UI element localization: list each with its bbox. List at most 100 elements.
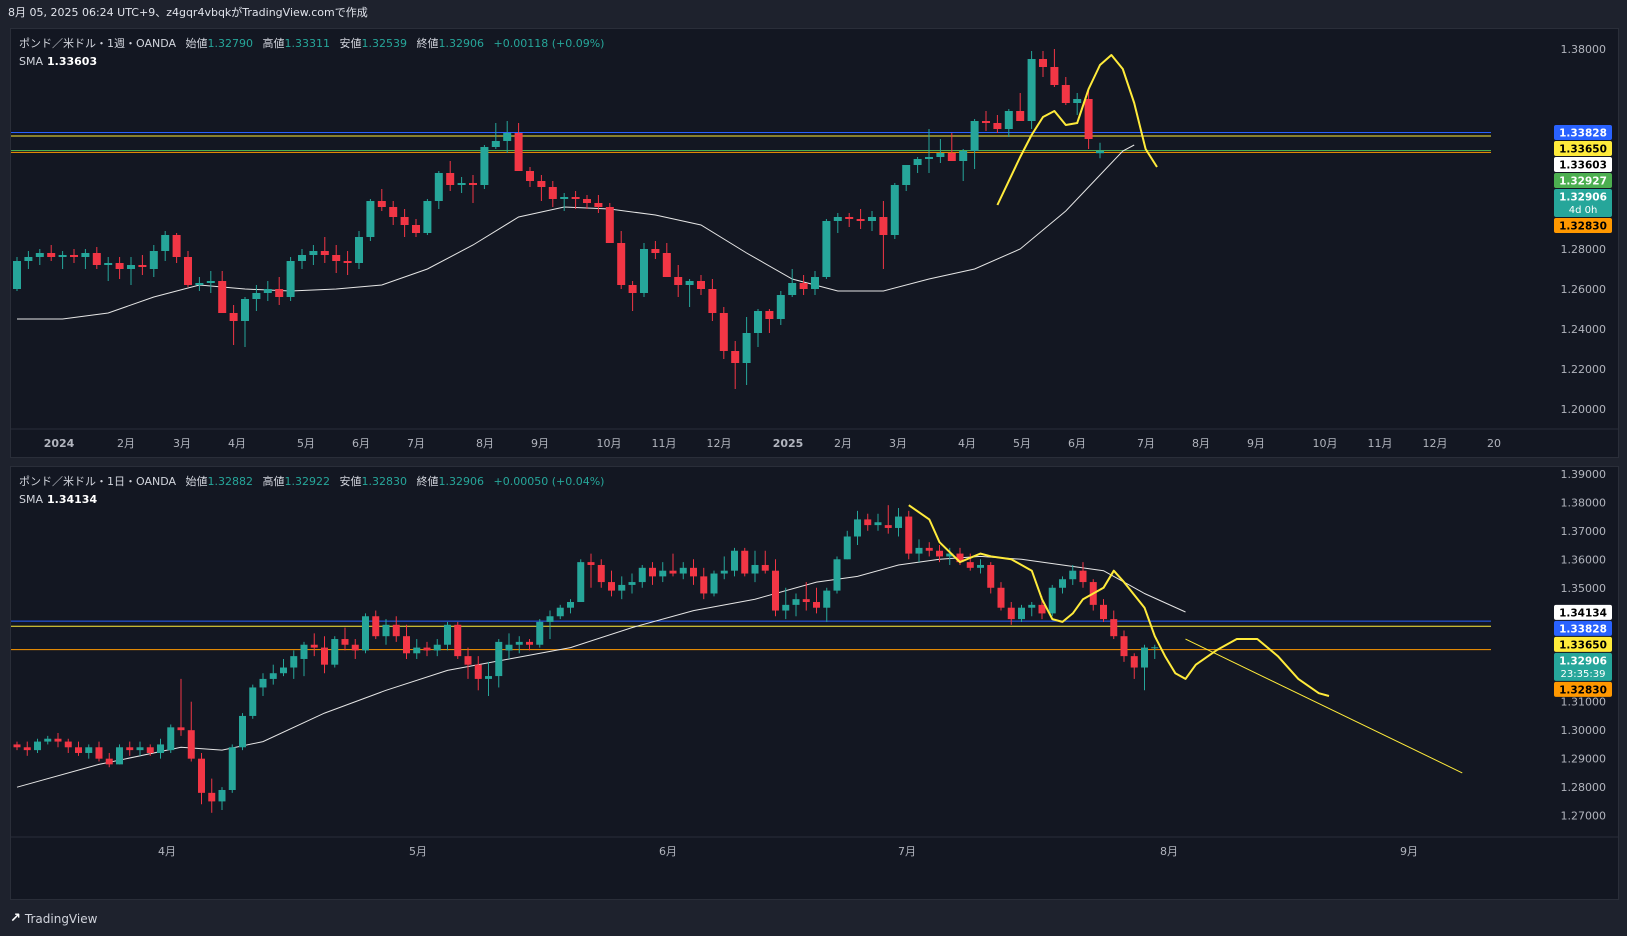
weekly-chart-panel[interactable]: ポンド／米ドル・1週・OANDA 始値1.32790 高値1.33311 安値1… [10, 28, 1619, 458]
daily-candlestick-chart[interactable]: 1.39000 1.38000 1.37000 1.36000 1.35000 1.310… [11, 467, 1618, 899]
weekly-candle [81, 249, 90, 269]
weekly-candle-body [993, 123, 1002, 129]
weekly-x-tick-label: 4月 [958, 437, 976, 450]
weekly-candle-body [195, 283, 204, 285]
daily-candle-body [208, 792, 216, 802]
daily-candle [649, 562, 656, 585]
weekly-price-label-1: 1.33650 [1554, 140, 1612, 156]
daily-candle [1130, 653, 1138, 679]
weekly-candle-body [1050, 67, 1059, 85]
daily-candle [177, 678, 185, 736]
weekly-candle [959, 149, 968, 181]
daily-candle [362, 613, 369, 654]
daily-candle [741, 547, 749, 577]
daily-candle-body [1018, 607, 1025, 620]
daily-high: 1.32922 [284, 475, 331, 488]
daily-candle-body [597, 564, 605, 583]
daily-sma-label[interactable]: SMA [19, 493, 43, 506]
weekly-candle [343, 251, 352, 275]
daily-candle-body [269, 673, 277, 679]
weekly-candle-body [412, 225, 420, 233]
daily-candle-body [833, 559, 841, 591]
daily-chart-panel[interactable]: ポンド／米ドル・1日・OANDA 始値1.32882 高値1.32922 安値1… [10, 466, 1619, 900]
weekly-candle [423, 199, 432, 235]
daily-candle-body [772, 570, 779, 611]
weekly-candle-body [104, 263, 113, 265]
daily-candle [669, 553, 677, 577]
weekly-y-tick-label: 1.38000 [1561, 43, 1607, 56]
daily-candle [310, 633, 318, 657]
daily-close: 1.32906 [438, 475, 485, 488]
weekly-candle [172, 233, 181, 263]
weekly-candle [594, 195, 603, 213]
daily-candle [300, 641, 308, 677]
weekly-candle [1073, 93, 1082, 115]
daily-candle-body [515, 641, 523, 645]
weekly-y-tick-label: 1.26000 [1561, 283, 1607, 296]
tradingview-logo-icon[interactable]: ↗︎ [10, 911, 21, 926]
daily-candle-body [659, 570, 667, 577]
weekly-candle-body [708, 289, 717, 313]
weekly-candle [970, 119, 979, 169]
daily-y-tick-label: 1.39000 [1561, 468, 1607, 481]
weekly-candle-body [149, 251, 158, 269]
weekly-y-tick-label: 1.24000 [1561, 323, 1607, 336]
weekly-candle [560, 193, 569, 211]
daily-candle-body [116, 747, 123, 765]
weekly-candle [252, 285, 261, 311]
weekly-candle-body [469, 183, 477, 185]
weekly-sma-label[interactable]: SMA [19, 55, 43, 68]
daily-candle-body [556, 607, 564, 617]
weekly-candle [833, 213, 842, 233]
weekly-price-label-box [1554, 124, 1612, 140]
daily-x-tick-label: 4月 [158, 845, 176, 858]
daily-price-label-0: 1.34134 [1554, 604, 1612, 620]
daily-candle [536, 619, 544, 648]
daily-candle [987, 562, 995, 594]
weekly-candle [70, 249, 78, 263]
daily-symbol[interactable]: ポンド／米ドル・1日・OANDA [19, 475, 177, 488]
daily-legend: ポンド／米ドル・1日・OANDA 始値1.32882 高値1.32922 安値1… [19, 473, 604, 506]
daily-candle-body [403, 636, 410, 654]
daily-candle [854, 510, 861, 546]
daily-candle [321, 636, 328, 674]
daily-candle-body [464, 656, 472, 665]
weekly-candle-body [1016, 111, 1025, 121]
daily-candle [1110, 610, 1118, 640]
tradingview-logo-text[interactable]: TradingView [24, 912, 98, 926]
weekly-candle-body [389, 207, 398, 217]
daily-candle-body [1028, 604, 1036, 608]
weekly-candle [651, 241, 660, 259]
daily-candle [157, 738, 164, 759]
daily-candle-body [905, 516, 913, 554]
daily-candle-body [1079, 570, 1087, 583]
daily-candle [1079, 562, 1087, 588]
daily-candle [269, 664, 277, 685]
weekly-candle-body [81, 253, 90, 257]
weekly-candle [58, 251, 67, 269]
daily-candle-body [433, 644, 441, 651]
weekly-candle [697, 275, 705, 295]
daily-candle [54, 733, 62, 748]
weekly-candle-body [343, 261, 352, 263]
daily-candle-body [526, 641, 533, 645]
weekly-candle [856, 209, 865, 229]
weekly-candle-body [1039, 59, 1047, 67]
weekly-candlestick-chart[interactable]: 1.380001.300001.280001.260001.240001.220… [11, 29, 1618, 457]
daily-sma-line [16, 555, 1186, 788]
weekly-symbol[interactable]: ポンド／米ドル・1週・OANDA [19, 37, 177, 50]
weekly-candle [868, 211, 876, 231]
weekly-candle [662, 243, 671, 277]
weekly-candle [674, 265, 683, 297]
daily-candle [577, 559, 585, 603]
daily-candle [526, 639, 533, 651]
weekly-candle-body [161, 235, 170, 251]
daily-candle-body [474, 664, 482, 679]
weekly-candle [218, 271, 227, 313]
weekly-candle-body [640, 249, 648, 293]
daily-candle [1048, 584, 1056, 617]
daily-price-label-2: 1.33650 [1554, 636, 1612, 652]
weekly-high-label: 高値 [262, 37, 285, 50]
weekly-price-label-text: 1.33603 [1559, 159, 1607, 171]
weekly-candle-body [206, 281, 215, 283]
